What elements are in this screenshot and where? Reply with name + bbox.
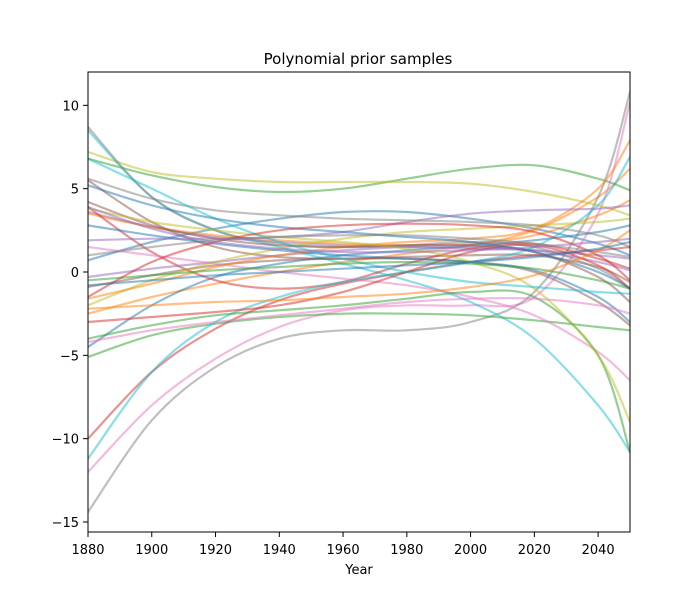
series-line-25 [88,200,630,304]
x-tick-label: 1940 [263,543,296,558]
series-line-32 [88,222,630,299]
series-line-27 [88,177,630,249]
x-axis-label: Year [344,563,373,578]
x-axis-ticks: 1880 1900 1920 1940 1960 1980 2000 2020 2040 [71,532,615,558]
series-line-23 [88,243,630,324]
series-line-36 [88,240,630,287]
y-tick-label: 10 [62,99,79,114]
plot-frame [87,71,631,533]
series-line-31 [88,260,630,290]
x-tick-label: 2020 [518,543,551,558]
y-tick-label: 5 [71,183,79,198]
series-line-8 [88,150,630,217]
y-tick-label: −5 [60,349,79,364]
series-line-2 [88,157,630,194]
y-tick-label: 0 [71,266,79,281]
x-tick-label: 1980 [390,543,423,558]
series-line-10 [88,224,630,349]
x-tick-label: 1880 [71,543,104,558]
y-tick-label: −15 [52,516,79,531]
series-line-19 [88,155,630,460]
series-line-34 [88,233,630,259]
series-line-24 [88,204,630,242]
series-line-28 [88,207,630,424]
x-tick-label: 2000 [454,543,487,558]
x-tick-label: 1900 [135,543,168,558]
x-tick-label: 1960 [327,543,360,558]
series-line-12 [88,312,630,359]
series-line-35 [88,229,630,310]
series-line-15 [88,257,630,327]
y-axis-ticks: −15 −10 −5 0 5 10 [52,99,88,531]
x-tick-label: 1920 [199,543,232,558]
x-tick-label: 2040 [582,543,615,558]
series-line-16 [88,245,630,382]
series-line-18 [88,217,630,307]
series-line-26 [88,296,630,344]
series-line-6 [88,100,630,474]
y-tick-label: −10 [52,433,79,448]
series-line-33 [88,205,630,254]
series-line-13 [88,205,630,290]
chart-title: Polynomial prior samples [264,50,453,68]
series-layer [88,90,630,514]
